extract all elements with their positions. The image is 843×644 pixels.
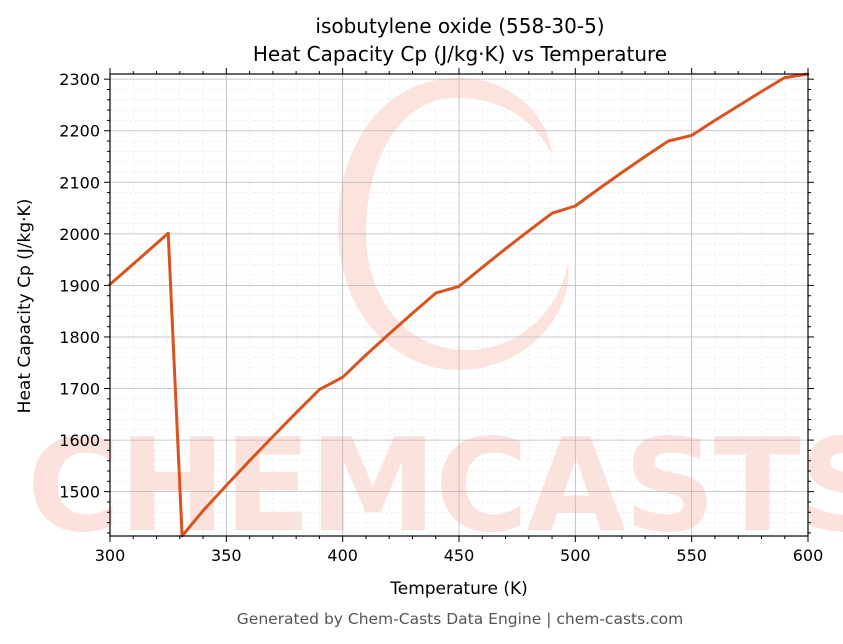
y-axis-title: Heat Capacity Cp (J/kg·K): [15, 199, 35, 414]
x-axis-title: Temperature (K): [389, 579, 528, 599]
y-tick-label: 1600: [59, 431, 100, 450]
y-tick-label: 1900: [59, 276, 100, 295]
x-tick-label: 350: [211, 546, 242, 565]
y-tick-label: 2000: [59, 225, 100, 244]
y-tick-label: 1800: [59, 328, 100, 347]
grid: [109, 74, 809, 536]
x-tick-label: 450: [444, 546, 475, 565]
y-tick-label: 2200: [59, 122, 100, 141]
plot-area: [108, 72, 810, 538]
x-tick-label: 600: [793, 546, 824, 565]
x-tick-label: 400: [327, 546, 358, 565]
x-tick-label: 550: [676, 546, 707, 565]
chart-title-line-1: isobutylene oxide (558-30-5): [315, 14, 604, 38]
y-tick-label: 2100: [59, 173, 100, 192]
x-tick-label: 500: [560, 546, 591, 565]
watermark-text: CHEMCASTS: [27, 412, 843, 561]
cp-series-line: [108, 72, 810, 538]
chart-title-line-2: Heat Capacity Cp (J/kg·K) vs Temperature: [253, 42, 667, 66]
y-tick-label: 1500: [59, 483, 100, 502]
x-tick-label: 300: [95, 546, 126, 565]
watermark: CHEMCASTS: [27, 77, 843, 561]
watermark-logo-swirl: [337, 77, 569, 371]
y-tick-label: 1700: [59, 380, 100, 399]
footer-credit: Generated by Chem-Casts Data Engine | ch…: [237, 610, 683, 628]
y-tick-label: 2300: [59, 70, 100, 89]
axes: [104, 68, 814, 542]
labels: 300 350 400 450 500 550 600 1500 1600 1700 1800 190…: [59, 70, 823, 565]
